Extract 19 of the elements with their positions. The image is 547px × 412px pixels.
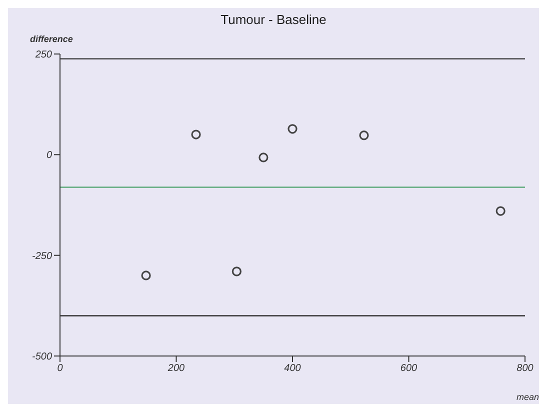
point bbox=[258, 152, 268, 162]
x-tick-label: 200 bbox=[166, 363, 186, 374]
point bbox=[141, 270, 151, 280]
x-tick-label: 400 bbox=[284, 363, 302, 374]
x-axis-title: mean bbox=[516, 392, 539, 402]
x-tick-label: 600 bbox=[400, 363, 418, 374]
point bbox=[359, 130, 369, 140]
point bbox=[232, 266, 242, 276]
point bbox=[191, 130, 201, 140]
y-axis-title: difference bbox=[30, 34, 73, 44]
point bbox=[288, 124, 298, 134]
y-tick-label: 0 bbox=[46, 150, 52, 162]
y-tick-label: -500 bbox=[32, 352, 52, 363]
y-tick-label: 250 bbox=[34, 50, 52, 61]
point bbox=[496, 206, 506, 216]
chart-title: Tumour - Baseline bbox=[220, 11, 328, 29]
x-tick-label: 0 bbox=[57, 363, 64, 374]
y-tick-label: -250 bbox=[32, 250, 52, 262]
x-tick-label: 800 bbox=[516, 363, 534, 374]
